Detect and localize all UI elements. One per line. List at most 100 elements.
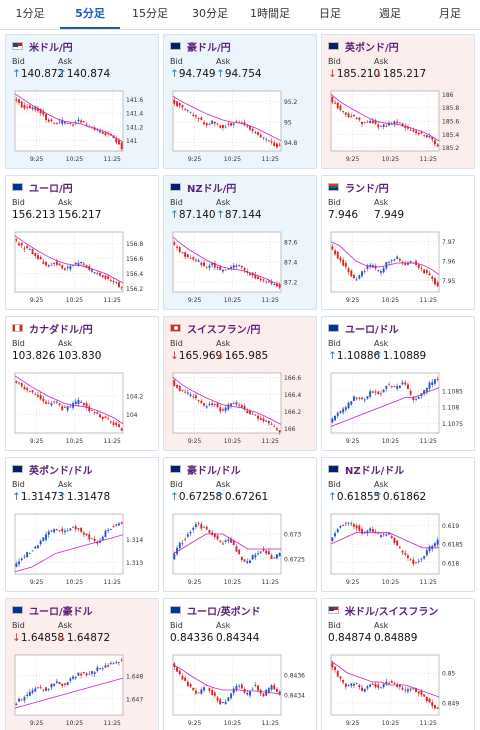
currency-card[interactable]: ユーロ/豪ドル Bid ↓1.64858 Ask ↓1.64872 1.648 1.647 9… — [5, 598, 159, 730]
candle-body — [77, 119, 80, 122]
tab-7[interactable]: 月足 — [439, 7, 461, 20]
bid-label: Bid — [12, 480, 25, 489]
mini-chart[interactable]: 166.6 166.4 166.2 166 9:25 10:25 11:25 — [169, 369, 313, 447]
candle-body — [415, 562, 417, 563]
tab-2[interactable]: 15分足 — [132, 7, 168, 20]
candle-body — [31, 550, 34, 552]
mini-chart[interactable]: 104.2 104 9:25 10:25 11:25 — [11, 369, 155, 447]
ask-label: Ask — [374, 57, 389, 66]
currency-card[interactable]: スイスフラン/円 Bid ↓165.969 Ask ↓165.985 166.6 166.4… — [163, 316, 317, 451]
card-title[interactable]: 英ポンド/円 — [328, 39, 399, 54]
currency-card[interactable]: カナダドル/円 Bid 103.826 Ask 103.830 104.2 104 9:25 1… — [5, 316, 159, 451]
tab-6[interactable]: 週足 — [379, 7, 401, 20]
currency-card[interactable]: ユーロ/英ポンド Bid 0.84336 Ask 0.84344 0.8436 0.8434… — [163, 598, 317, 730]
tab-0[interactable]: 1分足 — [15, 7, 45, 20]
bid-value: ↑1.31473 — [12, 491, 65, 503]
candle-body — [259, 134, 262, 138]
candle-body — [409, 261, 412, 263]
mini-chart[interactable]: 7.97 7.96 7.95 9:25 10:25 11:25 — [327, 228, 471, 306]
pair-name: 豪ドル/円 — [187, 42, 231, 54]
pair-name: ランド/円 — [345, 183, 389, 195]
mini-chart[interactable]: 87.6 87.4 87.2 9:25 10:25 11:25 — [169, 228, 313, 306]
mini-chart[interactable]: 0.619 0.6185 0.618 9:25 10:25 11:25 — [327, 510, 471, 588]
currency-card[interactable]: 米ドル/円 Bid ↑140.872 Ask ↑140.874 141.6 141.4 141… — [5, 34, 159, 169]
candle-body — [18, 698, 20, 702]
plot-area — [330, 231, 440, 293]
candle-body — [77, 672, 80, 676]
arrow-up-icon: ↑ — [374, 350, 383, 362]
candle-body — [371, 265, 374, 268]
mini-chart[interactable]: 1.648 1.647 9:25 10:25 11:25 — [11, 651, 155, 729]
moving-average-line — [330, 241, 440, 275]
candle-body — [358, 117, 361, 120]
card-title[interactable]: 米ドル/スイスフラン — [328, 603, 438, 618]
currency-card[interactable]: ユーロ/ドル Bid ↑1.10886 Ask ↑1.10889 1.1085 1.108 1… — [321, 316, 475, 451]
bid-label: Bid — [170, 339, 183, 348]
tab-1[interactable]: 5分足 — [60, 0, 120, 29]
currency-card[interactable]: 豪ドル/ドル Bid ↑0.67258 Ask ↑0.67261 0.673 0.6725 9… — [163, 457, 317, 592]
card-title[interactable]: 豪ドル/ドル — [170, 462, 241, 477]
us-jp-flag — [12, 42, 23, 50]
currency-card[interactable]: NZドル/円 Bid ↑87.140 Ask ↑87.144 87.6 87.4 87.2 9:… — [163, 175, 317, 310]
card-title[interactable]: 英ポンド/ドル — [12, 462, 93, 477]
candle-body — [235, 121, 238, 123]
candle-body — [39, 256, 42, 260]
candle-body — [47, 119, 50, 122]
arrow-up-icon: ↑ — [170, 209, 179, 221]
card-title[interactable]: ランド/円 — [328, 180, 389, 195]
ask-label: Ask — [374, 480, 389, 489]
card-title[interactable]: ユーロ/ドル — [328, 321, 399, 336]
card-title[interactable]: ユーロ/円 — [12, 180, 73, 195]
tab-5[interactable]: 日足 — [319, 7, 341, 20]
mini-chart[interactable]: 141.6 141.4 141.2 141 9:25 10:25 11:25 — [11, 87, 155, 165]
currency-card[interactable]: 豪ドル/円 Bid ↑94.749 Ask ↑94.754 95.2 95 94.8 9:25 1… — [163, 34, 317, 169]
card-title[interactable]: ユーロ/英ポンド — [170, 603, 261, 618]
candle-body — [257, 132, 259, 135]
candle-body — [211, 262, 214, 266]
candle-body — [396, 386, 399, 389]
mini-chart[interactable]: 1.314 1.313 9:25 10:25 11:25 — [11, 510, 155, 588]
bid-value: ↑94.749 — [170, 68, 216, 80]
pair-name: スイスフラン/円 — [187, 324, 261, 336]
card-title[interactable]: 豪ドル/円 — [170, 39, 231, 54]
candle-body — [101, 416, 104, 419]
currency-card[interactable]: 英ポンド/ドル Bid ↑1.31473 Ask ↑1.31478 1.314 1.313 9… — [5, 457, 159, 592]
candle-body — [88, 534, 91, 540]
candle-body — [195, 115, 197, 117]
card-title[interactable]: カナダドル/円 — [12, 321, 93, 336]
candle-body — [58, 121, 61, 123]
candle-body — [23, 697, 26, 701]
candle-body — [213, 121, 216, 124]
moving-average-line — [14, 93, 124, 143]
card-title[interactable]: ユーロ/豪ドル — [12, 603, 93, 618]
currency-card[interactable]: NZドル/ドル Bid ↑0.61855 Ask ↑0.61862 0.619 0.6185… — [321, 457, 475, 592]
card-title[interactable]: スイスフラン/円 — [170, 321, 261, 336]
card-title[interactable]: 米ドル/円 — [12, 39, 73, 54]
mini-chart[interactable]: 156.8 156.6 156.4 156.2 9:25 10:25 11:25 — [11, 228, 155, 306]
currency-card[interactable]: ユーロ/円 Bid 156.213 Ask 156.217 156.8 156.6 156.4… — [5, 175, 159, 310]
candle-body — [254, 554, 257, 558]
tab-3[interactable]: 30分足 — [192, 7, 228, 20]
mini-chart[interactable]: 186 185.8 185.6 185.4 185.2 9:25 10:25 11:25 — [327, 87, 471, 165]
candle-body — [369, 684, 372, 687]
tab-4[interactable]: 1時間足 — [250, 7, 290, 20]
currency-card[interactable]: 米ドル/スイスフラン Bid 0.84874 Ask 0.84889 0.85 0.849 9… — [321, 598, 475, 730]
candle-body — [47, 531, 50, 535]
card-title[interactable]: NZドル/円 — [170, 180, 236, 195]
currency-card[interactable]: ランド/円 Bid 7.946 Ask 7.949 7.97 7.96 7.95 9:25 10:… — [321, 175, 475, 310]
currency-card[interactable]: 英ポンド/円 Bid ↓185.210 Ask ↓185.217 186 185.8 185.… — [321, 34, 475, 169]
mini-chart[interactable]: 0.8436 0.8434 9:25 10:25 11:25 — [169, 651, 313, 729]
candle-body — [200, 262, 203, 265]
chart-svg: 0.8436 0.8434 9:25 10:25 11:25 — [172, 654, 305, 727]
candle-body — [176, 101, 178, 107]
mini-chart[interactable]: 0.85 0.849 9:25 10:25 11:25 — [327, 651, 471, 729]
candle-body — [385, 681, 388, 685]
mini-chart[interactable]: 0.673 0.6725 9:25 10:25 11:25 — [169, 510, 313, 588]
candle-body — [377, 391, 380, 394]
bid-value: ↑1.10886 — [328, 350, 381, 362]
mini-chart[interactable]: 1.1085 1.108 1.1075 9:25 10:25 11:25 — [327, 369, 471, 447]
candle-body — [407, 555, 409, 558]
card-title[interactable]: NZドル/ドル — [328, 462, 404, 477]
mini-chart[interactable]: 95.2 95 94.8 9:25 10:25 11:25 — [169, 87, 313, 165]
candle-body — [409, 688, 412, 690]
